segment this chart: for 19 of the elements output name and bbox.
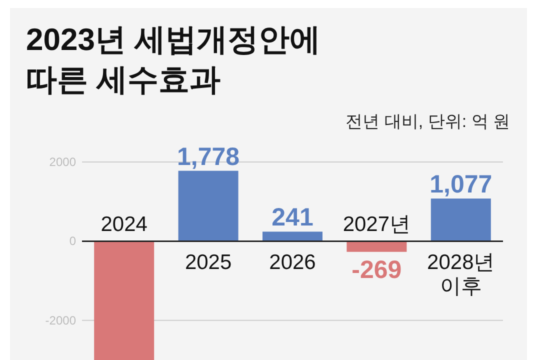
bar — [430, 198, 491, 242]
bar — [262, 232, 322, 242]
y-tick-label: 0 — [69, 234, 76, 248]
x-tick-label: 2026 — [269, 251, 316, 274]
y-tick-label: -2000 — [45, 313, 76, 328]
data-label: -269 — [352, 256, 402, 284]
y-tick-label: 2000 — [49, 155, 76, 169]
data-label: 241 — [272, 204, 314, 232]
x-tick-label: 2028년 이후 — [427, 251, 495, 298]
data-label: 1,077 — [430, 170, 492, 199]
x-tick-label: 2025 — [184, 251, 232, 274]
data-label: 1,778 — [177, 142, 240, 171]
bar — [178, 170, 238, 242]
bar — [94, 241, 154, 360]
chart-subtitle: 전년 대비, 단위: 억 원 — [346, 112, 510, 131]
bar — [346, 241, 407, 252]
x-tick-label: 2027년 — [342, 213, 411, 236]
chart-title: 2023년 세법개정안에 따른 세수효과 — [26, 22, 321, 97]
x-tick-label: 2024 — [100, 213, 148, 236]
